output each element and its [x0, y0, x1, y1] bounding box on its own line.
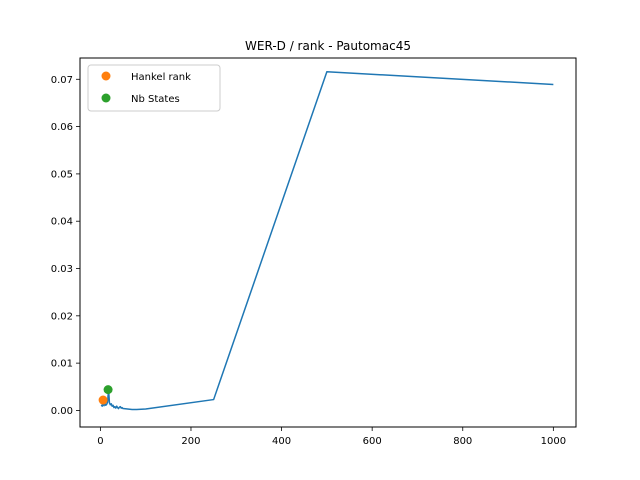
series-layer — [98, 70, 554, 411]
x-tick-label: 200 — [181, 436, 200, 447]
legend-label: Nb States — [131, 94, 180, 105]
x-axis: 0 200 400 600 800 1000 — [97, 427, 566, 447]
legend-box — [87, 64, 221, 112]
legend-marker — [101, 93, 111, 103]
y-tick-label: 0.01 — [51, 359, 73, 370]
y-axis: 0.00 0.01 0.02 0.03 0.04 0.05 0.06 0.07 — [51, 75, 80, 417]
legend-marker — [101, 71, 111, 81]
legend: Hankel rank Nb States — [87, 64, 221, 112]
x-tick-label: 0 — [97, 436, 103, 447]
x-tick-label: 400 — [272, 436, 291, 447]
y-tick-label: 0.02 — [51, 311, 73, 322]
y-tick-label: 0.00 — [51, 406, 73, 417]
x-tick-label: 600 — [363, 436, 382, 447]
y-tick-label: 0.07 — [51, 75, 73, 86]
series-line — [100, 70, 554, 411]
data-point-marker — [103, 385, 113, 395]
x-tick-label: 1000 — [541, 436, 566, 447]
data-point-marker — [98, 395, 108, 405]
legend-label: Hankel rank — [131, 72, 191, 83]
y-tick-label: 0.04 — [51, 217, 73, 228]
x-tick-label: 800 — [453, 436, 472, 447]
plot-frame — [79, 57, 577, 428]
y-tick-label: 0.05 — [51, 169, 73, 180]
plot-area — [80, 58, 576, 427]
y-tick-label: 0.06 — [51, 122, 73, 133]
y-tick-label: 0.03 — [51, 264, 73, 275]
chart-title: WER-D / rank - Pautomac45 — [245, 39, 411, 53]
